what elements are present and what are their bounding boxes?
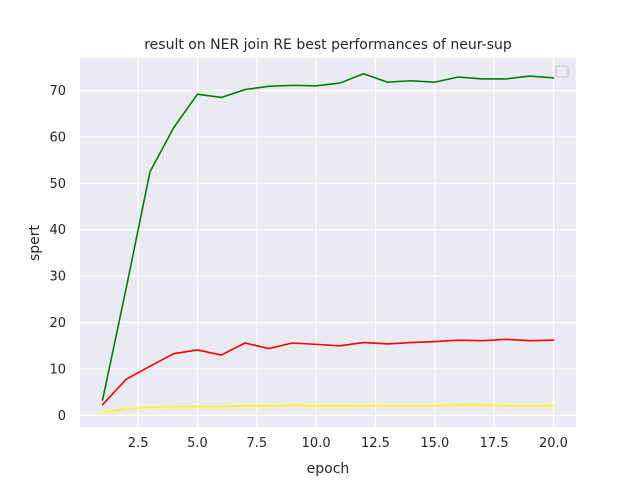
y-tick-label: 50	[49, 177, 66, 192]
x-axis-label: epoch	[307, 461, 350, 477]
y-tick-labels: 0 10 20 30 40 50 60 70	[49, 84, 66, 424]
plot-area	[80, 58, 576, 427]
series-line-3	[101, 404, 555, 413]
chart-title: result on NER join RE best performances …	[144, 37, 512, 53]
series-line-2	[101, 338, 555, 406]
series-line-1	[101, 72, 555, 401]
x-tick-label: 20.0	[539, 436, 568, 451]
y-tick-label: 60	[49, 130, 66, 145]
y-axis-label: spert	[27, 224, 43, 261]
x-tick-label: 2.5	[128, 436, 149, 451]
x-tick-label: 12.5	[361, 436, 390, 451]
x-tick-labels: 2.5 5.0 7.5 10.0 12.5 15.0 17.5 20.0	[128, 436, 568, 451]
x-tick-label: 5.0	[187, 436, 208, 451]
y-tick-label: 20	[49, 316, 66, 331]
x-tick-label: 10.0	[302, 436, 331, 451]
y-tick-label: 70	[49, 84, 66, 99]
y-tick-label: 30	[49, 270, 66, 285]
grid-lines	[80, 58, 576, 427]
legend-box	[555, 65, 569, 78]
x-tick-label: 15.0	[420, 436, 449, 451]
x-tick-label: 7.5	[246, 436, 267, 451]
x-tick-label: 17.5	[480, 436, 509, 451]
y-tick-label: 10	[49, 362, 66, 377]
y-tick-label: 0	[58, 409, 66, 424]
series-lines	[101, 72, 555, 413]
y-tick-label: 40	[49, 223, 66, 238]
